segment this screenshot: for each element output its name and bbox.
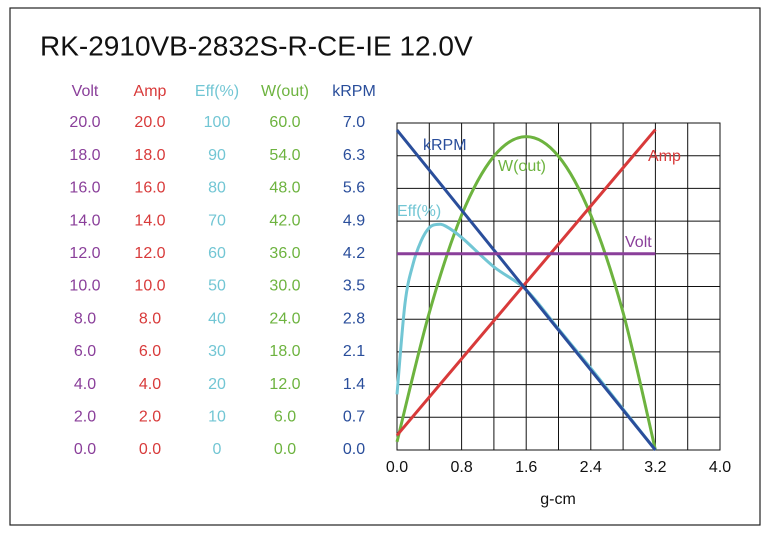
y-tick-label: 8.0	[74, 310, 96, 327]
y-tick-label: 5.6	[343, 180, 365, 197]
y-tick-label: 1.4	[343, 376, 365, 393]
y-tick-label: 12.0	[134, 245, 165, 262]
series-label: Amp	[648, 148, 681, 165]
y-tick-label: 18.0	[69, 147, 100, 164]
axis-header: kRPM	[332, 83, 376, 100]
x-tick-label: 1.6	[515, 459, 537, 476]
y-tick-label: 2.0	[139, 409, 161, 426]
series-line	[395, 129, 657, 451]
y-tick-label: 36.0	[269, 245, 300, 262]
axis-header: W(out)	[261, 83, 309, 100]
y-tick-label: 54.0	[269, 147, 300, 164]
axis-header: Volt	[72, 83, 99, 100]
y-tick-label: 18.0	[134, 147, 165, 164]
axis-header: Amp	[134, 83, 167, 100]
y-tick-label: 10	[208, 409, 226, 426]
axis-header: Eff(%)	[195, 83, 239, 100]
y-tick-label: 0.0	[139, 441, 161, 458]
y-tick-label: 12.0	[69, 245, 100, 262]
x-tick-label: 4.0	[709, 459, 731, 476]
y-tick-label: 10.0	[69, 278, 100, 295]
y-tick-label: 6.0	[74, 343, 96, 360]
y-tick-label: 0.0	[74, 441, 96, 458]
y-tick-label: 24.0	[269, 310, 300, 327]
series-label: Eff(%)	[397, 203, 441, 220]
y-tick-label: 30.0	[269, 278, 300, 295]
y-tick-label: 20	[208, 376, 226, 393]
series-label: kRPM	[423, 137, 467, 154]
x-tick-label: 2.4	[580, 459, 602, 476]
y-tick-label: 18.0	[269, 343, 300, 360]
y-tick-label: 2.8	[343, 310, 365, 327]
y-tick-label: 4.9	[343, 212, 365, 229]
y-tick-label: 80	[208, 180, 226, 197]
x-tick-label: 0.8	[450, 459, 472, 476]
y-tick-label: 2.1	[343, 343, 365, 360]
y-tick-label: 0.7	[343, 409, 365, 426]
y-tick-label: 10.0	[134, 278, 165, 295]
y-tick-label: 100	[204, 114, 231, 131]
y-tick-label: 16.0	[134, 180, 165, 197]
y-tick-label: 4.0	[139, 376, 161, 393]
y-tick-label: 48.0	[269, 180, 300, 197]
x-tick-label: 0.0	[386, 459, 408, 476]
y-tick-label: 20.0	[69, 114, 100, 131]
y-tick-label: 6.3	[343, 147, 365, 164]
y-tick-label: 42.0	[269, 212, 300, 229]
y-tick-label: 8.0	[139, 310, 161, 327]
y-tick-label: 0.0	[274, 441, 296, 458]
y-tick-label: 6.0	[274, 409, 296, 426]
y-tick-label: 3.5	[343, 278, 365, 295]
series-line	[395, 135, 657, 451]
y-tick-label: 4.2	[343, 245, 365, 262]
y-tick-label: 0	[213, 441, 222, 458]
series-label: Volt	[625, 234, 652, 251]
y-tick-label: 30	[208, 343, 226, 360]
y-tick-label: 50	[208, 278, 226, 295]
y-tick-label: 70	[208, 212, 226, 229]
y-tick-label: 20.0	[134, 114, 165, 131]
y-tick-label: 90	[208, 147, 226, 164]
y-tick-label: 4.0	[74, 376, 96, 393]
y-tick-label: 14.0	[69, 212, 100, 229]
x-tick-label: 3.2	[644, 459, 666, 476]
y-tick-label: 60.0	[269, 114, 300, 131]
y-tick-label: 7.0	[343, 114, 365, 131]
y-tick-label: 6.0	[139, 343, 161, 360]
y-tick-label: 2.0	[74, 409, 96, 426]
y-tick-label: 16.0	[69, 180, 100, 197]
y-tick-label: 0.0	[343, 441, 365, 458]
y-tick-label: 40	[208, 310, 226, 327]
series-line	[395, 128, 657, 437]
x-axis-label: g-cm	[540, 491, 576, 508]
y-tick-label: 14.0	[134, 212, 165, 229]
series-label: W(out)	[498, 158, 546, 175]
y-tick-label: 12.0	[269, 376, 300, 393]
y-tick-label: 60	[208, 245, 226, 262]
chart-title: RK-2910VB-2832S-R-CE-IE 12.0V	[40, 30, 473, 61]
